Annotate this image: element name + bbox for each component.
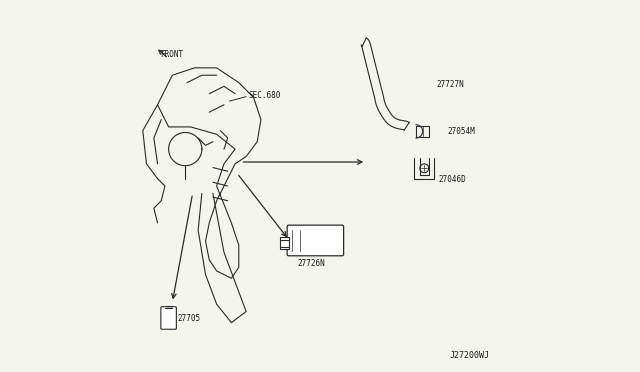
- Text: 27054M: 27054M: [447, 127, 475, 136]
- Text: 27726N: 27726N: [298, 259, 326, 268]
- Text: J27200WJ: J27200WJ: [449, 351, 489, 360]
- FancyBboxPatch shape: [287, 225, 344, 256]
- Text: 27727N: 27727N: [436, 80, 464, 89]
- Bar: [280, 237, 289, 249]
- Text: SEC.680: SEC.680: [248, 91, 280, 100]
- Text: 27705: 27705: [178, 314, 201, 323]
- Text: FRONT: FRONT: [161, 51, 184, 60]
- Text: 27046D: 27046D: [439, 175, 467, 184]
- FancyBboxPatch shape: [161, 307, 177, 329]
